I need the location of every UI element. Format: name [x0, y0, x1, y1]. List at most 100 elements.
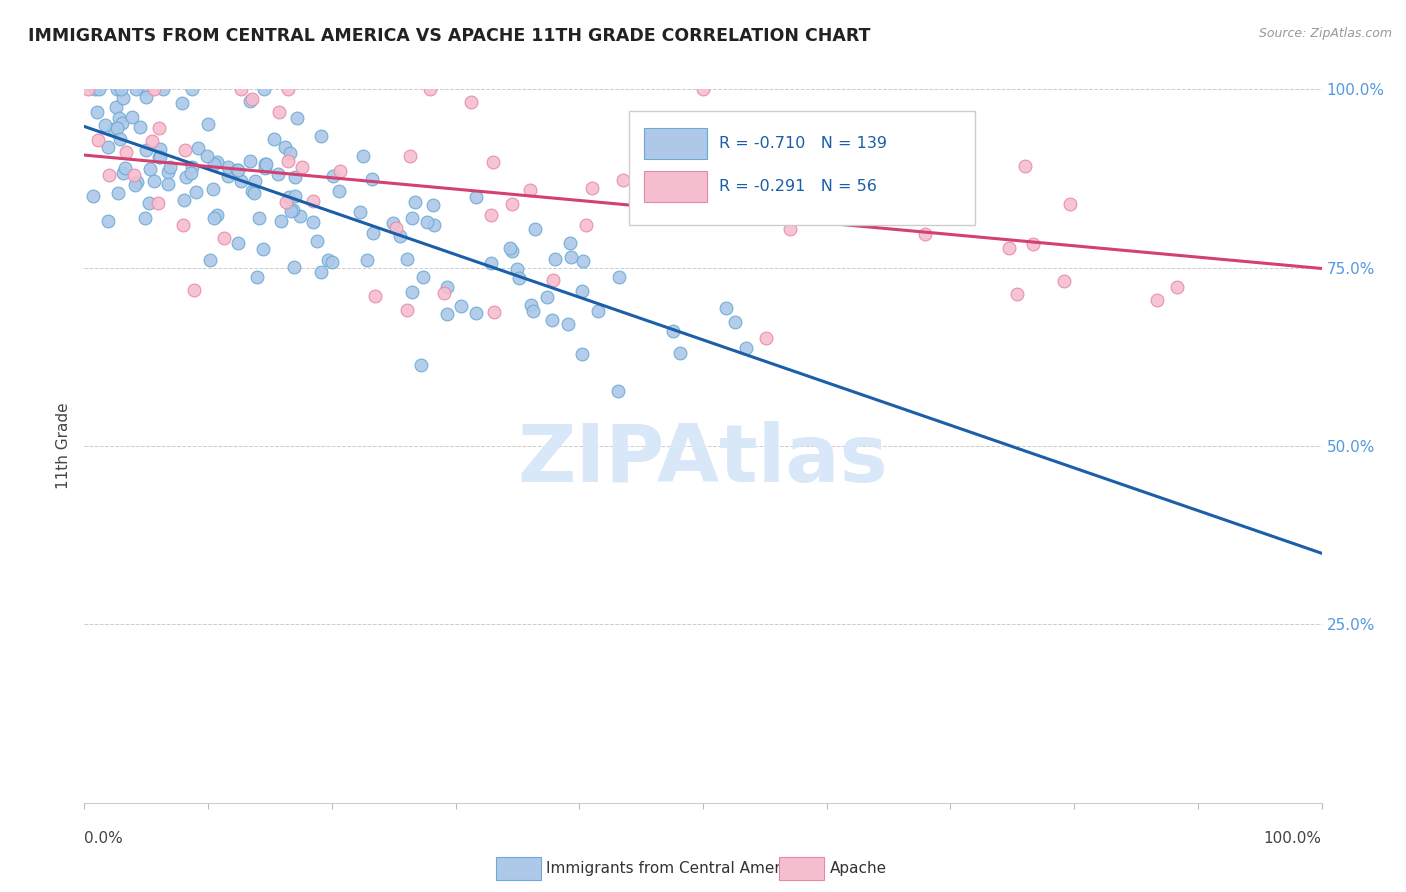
Point [180, 82, 202, 96]
Point [284, 189, 307, 203]
Point [135, 89, 157, 103]
Point [363, 289, 385, 303]
Point [247, 211, 270, 226]
Point [522, 304, 544, 318]
Point [316, 253, 339, 268]
Point [465, 189, 488, 203]
Point [560, 235, 582, 250]
Point [107, 186, 129, 201]
Point [301, 215, 323, 229]
Point [277, 82, 299, 96]
Point [173, 143, 195, 157]
Point [229, 173, 252, 187]
Point [361, 172, 384, 186]
Point [395, 252, 418, 267]
Point [352, 149, 374, 163]
Point [498, 241, 520, 255]
Point [159, 160, 181, 174]
Point [586, 304, 609, 318]
Point [146, 196, 169, 211]
Point [231, 82, 253, 96]
Point [110, 116, 132, 130]
Point [240, 184, 263, 198]
Point [571, 254, 593, 268]
Point [356, 252, 378, 267]
Point [274, 195, 297, 210]
Point [288, 209, 311, 223]
Point [149, 150, 172, 164]
Point [141, 134, 163, 148]
Point [401, 211, 423, 225]
Point [195, 149, 218, 163]
Point [284, 169, 307, 184]
Point [172, 218, 194, 232]
Point [607, 384, 630, 399]
Point [242, 186, 264, 200]
Point [433, 286, 456, 301]
Point [914, 227, 936, 241]
Point [479, 256, 502, 270]
Point [122, 168, 145, 182]
Point [98, 168, 121, 182]
Point [104, 100, 127, 114]
Point [105, 121, 128, 136]
Point [349, 204, 371, 219]
Point [409, 358, 432, 372]
Point [302, 194, 325, 208]
Point [506, 262, 529, 277]
Point [87, 82, 110, 96]
Point [519, 183, 541, 197]
Text: R = -0.291   N = 56: R = -0.291 N = 56 [718, 178, 877, 194]
Point [115, 145, 138, 160]
Point [125, 176, 148, 190]
Point [148, 150, 170, 164]
Point [309, 264, 332, 278]
Point [253, 161, 276, 175]
Point [170, 95, 193, 110]
Point [207, 208, 229, 222]
Point [139, 161, 162, 176]
Point [142, 82, 165, 96]
Point [404, 194, 426, 209]
Point [267, 104, 290, 119]
Point [240, 92, 263, 106]
Text: 100.0%: 100.0% [1264, 831, 1322, 847]
Point [419, 82, 441, 96]
Point [723, 315, 745, 329]
Point [307, 234, 329, 248]
Point [105, 82, 128, 96]
Point [322, 169, 344, 183]
FancyBboxPatch shape [644, 170, 707, 202]
Point [263, 132, 285, 146]
Y-axis label: 11th Grade: 11th Grade [56, 402, 72, 490]
Point [186, 185, 208, 199]
Point [689, 138, 711, 153]
Point [134, 82, 156, 96]
Point [128, 120, 150, 134]
Point [524, 222, 547, 236]
Point [716, 301, 738, 315]
Point [205, 154, 228, 169]
Point [124, 178, 146, 192]
Point [198, 252, 221, 267]
Point [482, 305, 505, 319]
Point [536, 290, 558, 304]
Point [246, 270, 269, 285]
Point [309, 128, 332, 143]
Point [1022, 236, 1045, 251]
Point [395, 302, 418, 317]
Point [239, 154, 262, 169]
Point [436, 307, 458, 321]
Point [280, 204, 302, 219]
Point [1014, 159, 1036, 173]
Point [1146, 293, 1168, 308]
Point [662, 325, 685, 339]
Point [692, 82, 714, 96]
Point [110, 132, 132, 146]
Point [97, 140, 120, 154]
Point [668, 345, 690, 359]
Text: Apache: Apache [830, 862, 887, 876]
Point [217, 160, 239, 174]
Point [388, 229, 411, 244]
Point [520, 298, 543, 312]
